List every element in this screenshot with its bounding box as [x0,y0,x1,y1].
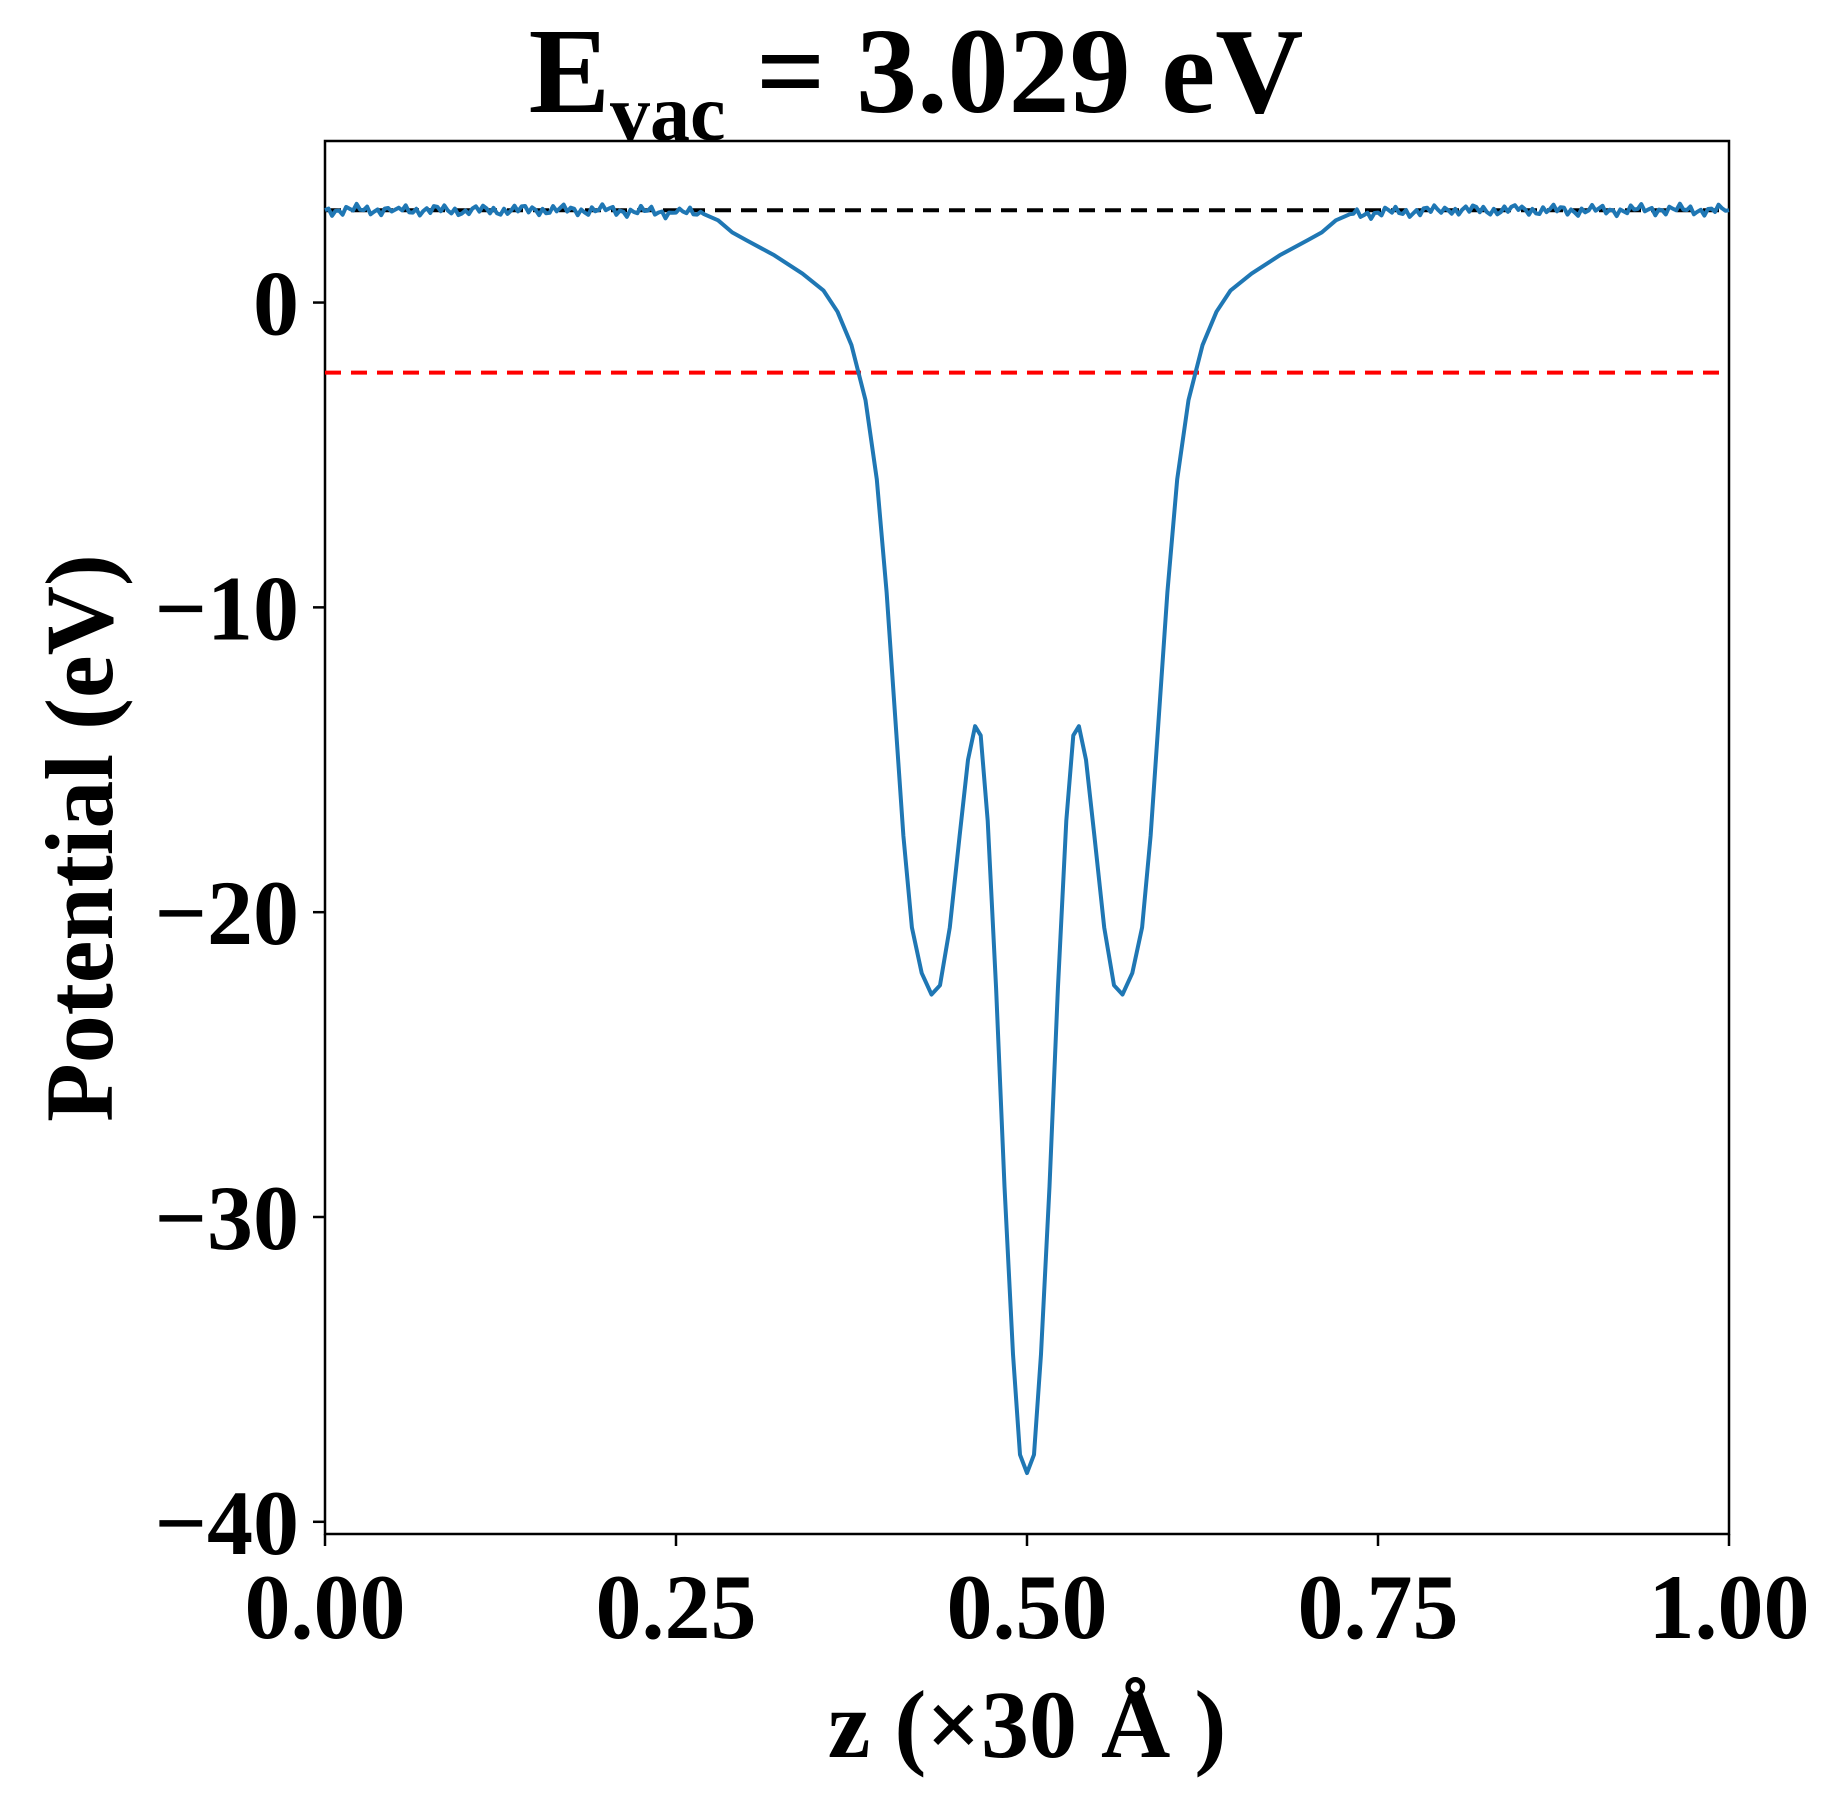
plot-frame [323,139,1731,1536]
x-tick-label: 1.00 [1649,1556,1810,1658]
series-group [324,201,1730,1475]
x-axis-label: z (×30 Å ) [828,1671,1227,1778]
reference-lines [325,208,1729,375]
y-tick-label: −20 [155,862,299,964]
y-tick-label: −10 [155,557,299,659]
y-axis-ticks: 0 −10 −20 −30 −40 [155,253,325,1574]
y-axis-label: Potential (eV) [26,554,133,1122]
y-tick-label: −30 [155,1167,299,1269]
x-tick-label: 0.50 [947,1556,1108,1658]
x-tick-label: 0.00 [245,1556,406,1658]
chart-title: Evac = 3.029 eV [529,4,1304,158]
x-tick-label: 0.75 [1298,1556,1459,1658]
y-tick-label: −40 [155,1472,299,1574]
x-axis-ticks: 0.00 0.25 0.50 0.75 1.00 [245,1534,1810,1658]
x-tick-label: 0.25 [596,1556,757,1658]
series-line [324,201,1730,1475]
y-tick-label: 0 [253,253,299,355]
